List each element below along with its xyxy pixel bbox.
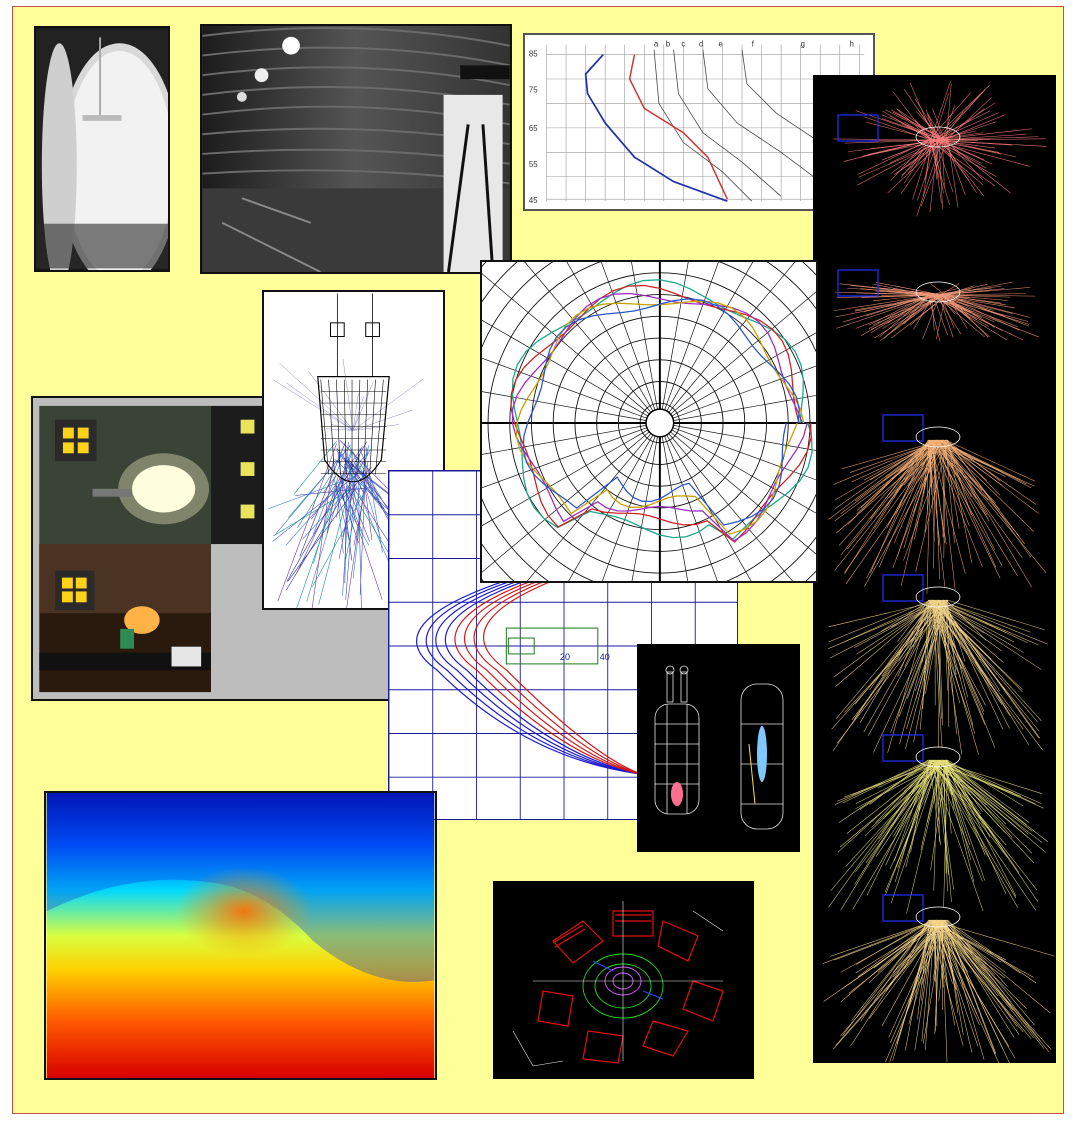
row-label: 45 [529,196,538,205]
row-label: 65 [529,124,538,133]
column-letter: c [681,40,685,49]
row-label: 85 [529,50,538,59]
column-letter: g [801,40,805,49]
wireframe-fixture-3d [493,881,754,1079]
column-letter: f [752,40,755,49]
heatmap-distribution [44,791,437,1080]
column-letter: e [719,40,723,49]
integrating-sphere-photo [34,26,170,272]
column-letter: b [666,40,671,49]
tick-label: 20 [560,652,570,662]
light-tunnel-photo [200,24,512,274]
column-letter: h [850,40,854,49]
ray-trace-column [813,75,1056,1063]
polar-intensity-diagram [480,260,818,583]
row-label: 75 [529,86,538,95]
column-letter: d [699,40,703,49]
column-letter: a [654,40,659,49]
lamp-wireframe-models [637,644,800,852]
row-label: 55 [529,160,538,169]
tick-label: 40 [600,652,610,662]
